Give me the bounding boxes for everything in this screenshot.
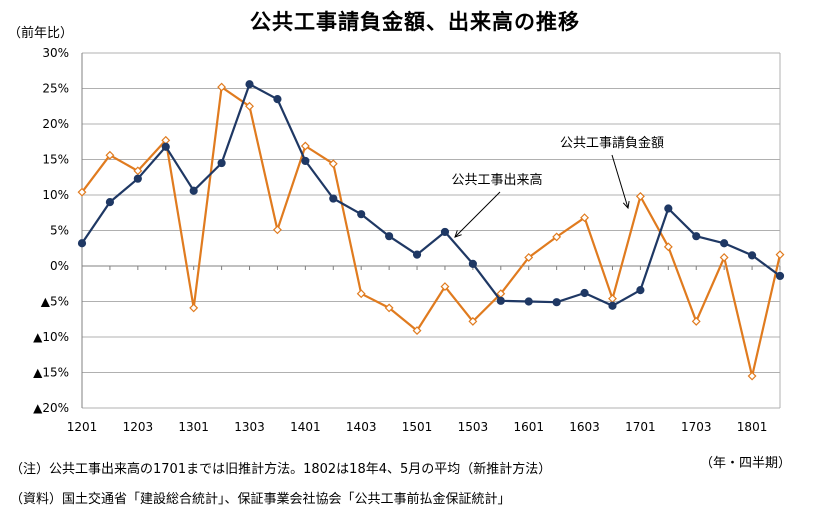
x-tick-label: 1501: [402, 420, 433, 434]
data-point: [329, 194, 338, 203]
chart-title: 公共工事請負金額、出来高の推移: [250, 10, 580, 34]
y-axis-unit-label: （前年比）: [8, 26, 74, 41]
y-tick-label: ▲5%: [41, 295, 69, 309]
data-point: [133, 174, 142, 183]
data-point: [328, 159, 338, 169]
data-point: [719, 253, 729, 262]
data-point: [384, 303, 394, 313]
data-point: [496, 296, 505, 305]
data-point: [357, 210, 366, 219]
data-point: [161, 142, 170, 151]
annotation-arrow: [611, 154, 629, 209]
data-point: [720, 239, 729, 248]
data-point: [440, 227, 450, 237]
x-tick-label: 1801: [737, 420, 768, 434]
data-point: [692, 232, 701, 241]
data-point: [775, 250, 785, 260]
y-tick-label: 20%: [42, 117, 69, 131]
axes: 30% 25% 20% 15% 10% 5% 0% ▲5% ▲10% ▲15% ▲20% 1201 12…: [33, 46, 781, 434]
data-point: [272, 225, 282, 235]
x-tick-label: 1203: [123, 420, 154, 434]
x-tick-label: 1301: [178, 420, 209, 434]
data-point: [385, 232, 394, 241]
x-tick-label: 1401: [290, 420, 321, 434]
x-tick-label: 1503: [458, 420, 489, 434]
data-point: [301, 156, 310, 166]
y-tick-label: 30%: [42, 46, 69, 60]
y-tick-label: 15%: [42, 153, 69, 167]
data-point: [635, 191, 645, 201]
x-axis-unit-label: （年・四半期）: [700, 456, 792, 471]
data-point: [217, 158, 226, 168]
data-point: [468, 316, 478, 326]
data-point: [77, 239, 87, 248]
data-point: [217, 82, 227, 92]
data-point: [412, 250, 422, 259]
data-point: [356, 289, 366, 299]
data-point: [691, 316, 701, 326]
data-point: [189, 303, 199, 313]
y-tick-label: 5%: [50, 224, 69, 238]
x-tick-label: 1703: [681, 420, 712, 434]
series-line-0: [81, 83, 781, 307]
data-point: [468, 259, 477, 268]
data-point: [580, 213, 590, 223]
data-point: [775, 271, 785, 281]
data-point: [245, 80, 254, 89]
series-line-1: [81, 85, 782, 378]
data-point: [664, 204, 673, 213]
y-tick-label: ▲10%: [33, 330, 69, 344]
data-point: [189, 186, 198, 195]
data-point: [133, 166, 143, 176]
y-tick-label: ▲15%: [33, 366, 69, 380]
chart-source: （資料）国土交通省「建設総合統計」、保証事業会社協会「公共工事前払金保証統計」: [10, 492, 511, 507]
data-point: [552, 298, 561, 307]
y-tick-label: 25%: [42, 82, 69, 96]
data-point: [747, 371, 757, 381]
data-point: [608, 301, 617, 310]
annotation-arrowhead: [622, 201, 630, 210]
annotation-arrowhead: [454, 230, 462, 238]
x-tick-label: 1601: [513, 420, 544, 434]
annotation-arrow: [454, 191, 501, 238]
data-point: [245, 101, 254, 111]
y-tick-label: 10%: [42, 188, 69, 202]
data-point: [636, 286, 645, 295]
data-point: [105, 198, 115, 207]
y-tick-label: ▲20%: [33, 401, 69, 415]
chart-note: （注）公共工事出来高の1701までは旧推計方法。1802は18年4、5月の平均（…: [10, 462, 552, 477]
data-point: [524, 297, 533, 306]
y-tick-label: 0%: [50, 259, 69, 273]
data-point: [552, 232, 562, 242]
gridlines: [82, 52, 780, 409]
annotation-label: 公共工事請負金額: [560, 135, 664, 151]
data-point: [77, 187, 87, 197]
data-point: [747, 251, 757, 260]
data-point: [580, 288, 589, 298]
series: [77, 80, 785, 381]
annotation-label: 公共工事出来高: [451, 172, 542, 188]
data-point: [412, 326, 422, 336]
x-tick-label: 1403: [346, 420, 377, 434]
x-tick-label: 1303: [234, 420, 265, 434]
data-point: [440, 282, 450, 292]
data-point: [663, 242, 673, 252]
data-point: [524, 253, 534, 262]
x-tick-label: 1701: [625, 420, 656, 434]
data-point: [105, 150, 115, 160]
x-tick-label: 1201: [67, 420, 98, 434]
data-point: [273, 95, 282, 104]
data-point: [300, 141, 310, 151]
x-tick-label: 1603: [569, 420, 600, 434]
